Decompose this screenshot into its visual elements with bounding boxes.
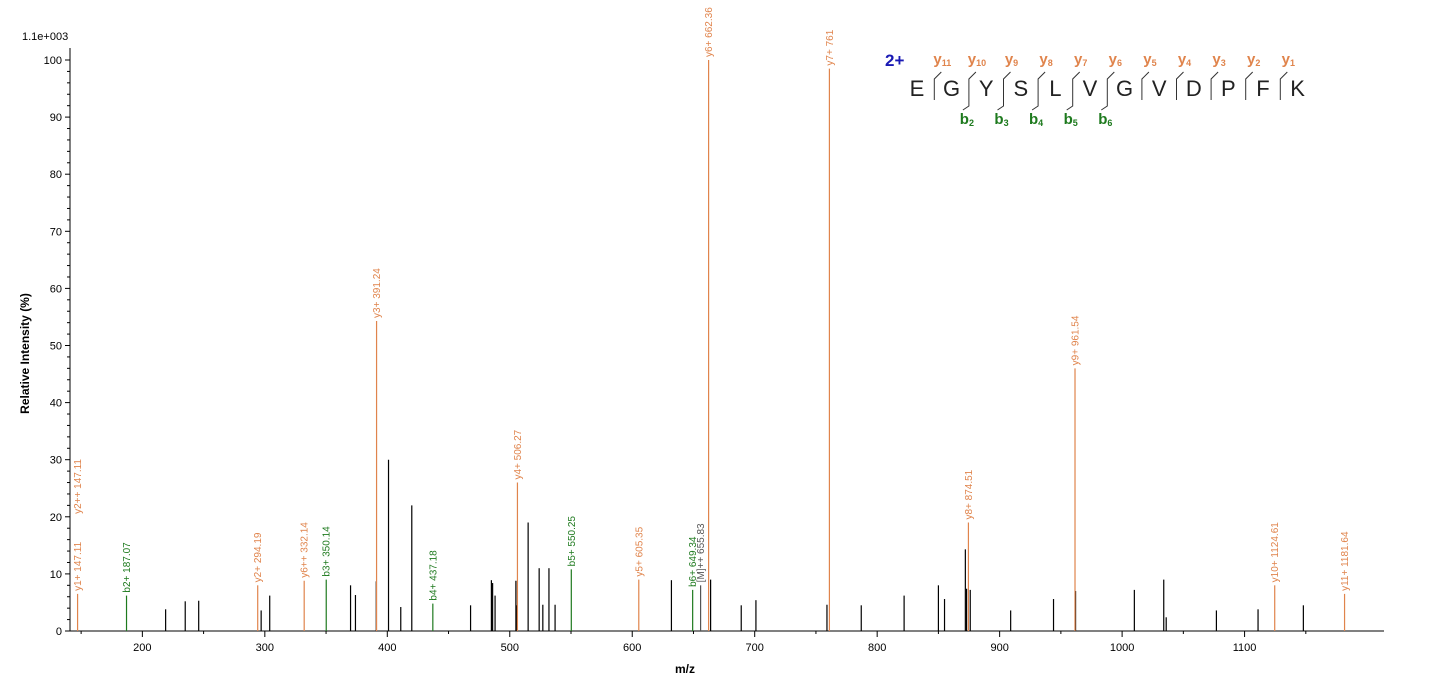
sequence-residue: V — [1152, 76, 1167, 101]
x-tick-label: 1000 — [1110, 642, 1134, 654]
y-ion-label: y7 — [1074, 51, 1087, 68]
peak-labels-layer: y1+ 147.11 y2++ 147.11 b2+ 187.07 y2+ 294.1… — [73, 7, 1351, 601]
peak-label: y1+ 147.11 — [73, 541, 84, 590]
peak-label: y10+ 1124.61 — [1270, 522, 1281, 583]
y-ion-bracket — [968, 71, 977, 100]
sequence-residue: G — [1116, 76, 1133, 101]
y-tick-label: 100 — [44, 55, 62, 67]
y-ion-label: y11 — [933, 51, 951, 68]
y-tick-label: 50 — [50, 341, 62, 353]
x-tick-label: 300 — [256, 642, 274, 654]
y-tick-label: 40 — [50, 398, 62, 410]
peak-label: y9+ 961.54 — [1071, 315, 1082, 365]
b-ion-label: b2 — [960, 111, 974, 128]
sequence-residue: K — [1290, 76, 1305, 101]
y-tick-label: 0 — [56, 626, 62, 638]
y-ion-label: y1 — [1282, 51, 1295, 68]
peak-label: y6+ 662.36 — [704, 7, 715, 57]
b-ion-bracket — [1031, 100, 1039, 111]
y-ion-label: y10 — [968, 51, 986, 68]
peak-label: y6++ 332.14 — [300, 522, 311, 578]
x-tick-label: 700 — [746, 642, 764, 654]
peak-label: y2++ 147.11 — [73, 459, 84, 514]
y-ion-bracket — [1003, 71, 1011, 100]
peaks-layer — [76, 60, 1346, 631]
sequence-residue: P — [1221, 76, 1236, 101]
b-ion-bracket — [997, 100, 1004, 111]
sequence-residue: Y — [979, 76, 994, 101]
x-tick-label: 500 — [501, 642, 519, 654]
x-tick-label: 600 — [623, 642, 641, 654]
peak-label: y7+ 761 — [825, 29, 836, 65]
sequence-residue: D — [1186, 76, 1202, 101]
peak-label: y2+ 294.19 — [253, 532, 264, 582]
x-tick-label: 400 — [378, 642, 396, 654]
peak-label: y4+ 506.27 — [513, 429, 524, 479]
peak-label: [M]++ 655.83 — [696, 523, 707, 582]
x-tick-label: 800 — [868, 642, 886, 654]
y-ion-label: y3 — [1212, 51, 1225, 68]
y-ion-bracket — [1072, 71, 1081, 100]
y-ion-bracket — [1245, 71, 1254, 100]
charge-state: 2+ — [885, 51, 904, 70]
peak-label: y8+ 874.51 — [964, 469, 975, 519]
sequence-residue: V — [1083, 76, 1098, 101]
peak-label: b6+ 649.34 — [688, 536, 699, 587]
b-ion-label: b6 — [1098, 111, 1112, 128]
y-tick-label: 10 — [50, 569, 62, 581]
y-tick-label: 20 — [50, 512, 62, 524]
axes: 0 10 20 30 40 50 60 70 80 90 100 200 300 400 500 600 700… — [44, 48, 1384, 654]
peak-label: b4+ 437.18 — [428, 550, 439, 601]
b-ion-label: b3 — [994, 111, 1008, 128]
peak-label: b2+ 187.07 — [122, 542, 133, 593]
b-ion-bracket — [1066, 100, 1074, 111]
y-tick-label: 60 — [50, 283, 62, 295]
y-tick-label: 80 — [50, 169, 62, 181]
y-tick-label: 30 — [50, 455, 62, 467]
y-ion-bracket — [1037, 71, 1046, 100]
b-ion-bracket — [1101, 100, 1108, 111]
peak-label: y3+ 391.24 — [372, 268, 383, 318]
peak-label: b5+ 550.25 — [567, 516, 578, 567]
sequence-residue: L — [1049, 76, 1061, 101]
b-ion-label: b5 — [1064, 111, 1078, 128]
y-ion-bracket — [933, 71, 942, 100]
sequence-residue: F — [1256, 76, 1269, 101]
y-ion-label: y9 — [1005, 51, 1018, 68]
y-tick-label: 70 — [50, 226, 62, 238]
b-ion-bracket — [962, 100, 970, 111]
intensity-scale-label: 1.1e+003 — [22, 31, 68, 43]
x-tick-label: 1100 — [1233, 642, 1257, 654]
y-ion-bracket — [1141, 71, 1150, 100]
x-tick-label: 900 — [990, 642, 1008, 654]
x-axis-title: m/z — [675, 662, 695, 676]
y-ion-label: y6 — [1109, 51, 1122, 68]
y-ion-label: y5 — [1143, 51, 1156, 68]
y-ion-label: y8 — [1039, 51, 1052, 68]
sequence-residue: S — [1013, 76, 1028, 101]
sequence-residue: G — [943, 76, 960, 101]
y-ion-label: y4 — [1178, 51, 1191, 68]
y-ion-label: y2 — [1247, 51, 1260, 68]
y-ion-bracket — [1279, 71, 1288, 100]
peak-label: b3+ 350.14 — [322, 526, 333, 577]
x-tick-label: 200 — [133, 642, 151, 654]
y-ion-bracket — [1176, 71, 1184, 100]
y-tick-label: 90 — [50, 112, 62, 124]
sequence-residue: E — [910, 76, 925, 101]
peak-label: y11+ 1181.64 — [1340, 531, 1351, 591]
peak-label: y5+ 605.35 — [634, 526, 645, 576]
y-ion-bracket — [1210, 71, 1219, 100]
y-axis-title: Relative Intensity (%) — [18, 293, 32, 414]
b-ion-label: b4 — [1029, 111, 1043, 128]
y-ion-bracket — [1106, 71, 1115, 100]
